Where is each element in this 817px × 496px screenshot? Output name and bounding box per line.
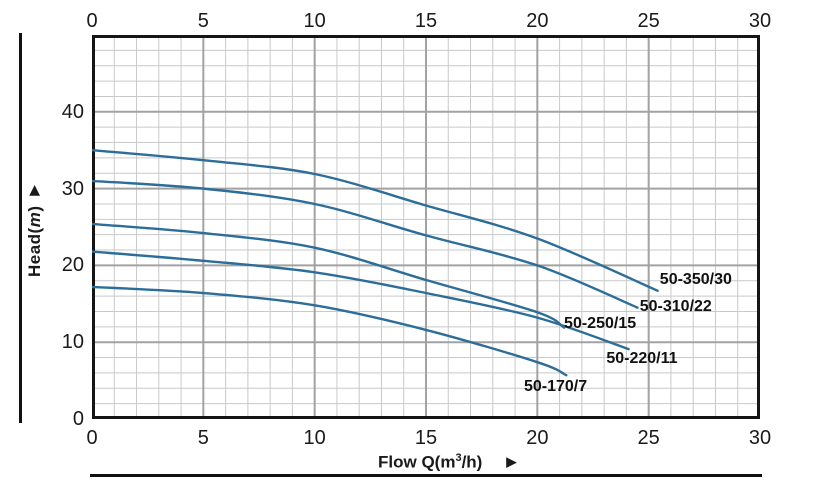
pump-curve-50-250-15 — [92, 222, 566, 329]
y-tick-label-40: 40 — [61, 100, 84, 123]
x-tick-label-bottom-20: 20 — [526, 427, 549, 449]
x-tick-label-top-20: 20 — [526, 10, 549, 32]
right-arrow-icon: ▶ — [506, 453, 517, 469]
x-axis-title-sup: 3 — [455, 452, 462, 464]
x-tick-label-top-5: 5 — [197, 10, 209, 32]
plot-border — [92, 35, 760, 419]
bottom-rule-line — [90, 474, 762, 477]
curve-label-50-170-7: 50-170/7 — [523, 378, 588, 396]
x-tick-label-bottom-10: 10 — [303, 427, 326, 449]
curve-label-50-250-15: 50-250/15 — [564, 315, 637, 333]
x-tick-label-top-0: 0 — [86, 10, 98, 32]
x-tick-label-bottom-5: 5 — [197, 427, 209, 449]
y-axis-title: Head(m)▶ — [25, 151, 49, 311]
y-tick-label-30: 30 — [61, 177, 84, 200]
x-axis-title-close: /h) — [461, 452, 483, 472]
curve-label-50-310-22: 50-310/22 — [639, 298, 712, 316]
x-tick-label-top-30: 30 — [748, 10, 772, 32]
y-axis-title-close: ) — [25, 205, 44, 212]
y-axis-unit: m — [25, 211, 44, 228]
x-tick-label-top-15: 15 — [414, 10, 438, 32]
curve-label-50-350-30: 50-350/30 — [659, 271, 732, 289]
y-tick-label-20: 20 — [61, 254, 84, 277]
x-tick-label-bottom-0: 0 — [86, 427, 98, 449]
pump-curve-50-220-11 — [92, 250, 630, 351]
y-tick-label-10: 10 — [61, 331, 84, 354]
x-tick-label-bottom-25: 25 — [637, 427, 660, 449]
pump-curve-50-170-7 — [92, 285, 568, 377]
x-axis-title: Flow Q(m3/h) ▶ — [378, 452, 516, 473]
curve-label-50-220-11: 50-220/11 — [606, 350, 678, 368]
pump-curve-50-310-22 — [92, 179, 639, 309]
x-tick-label-top-25: 25 — [637, 10, 660, 32]
y-tick-label-0: 0 — [72, 408, 84, 430]
x-tick-label-top-10: 10 — [303, 10, 326, 32]
pump-curve-50-350-30 — [92, 149, 659, 292]
left-rule-line — [19, 33, 22, 423]
x-tick-label-bottom-30: 30 — [748, 427, 772, 449]
plot-area — [92, 35, 760, 419]
x-tick-label-bottom-15: 15 — [414, 427, 438, 449]
x-axis-title-text: Flow Q(m — [378, 452, 456, 472]
